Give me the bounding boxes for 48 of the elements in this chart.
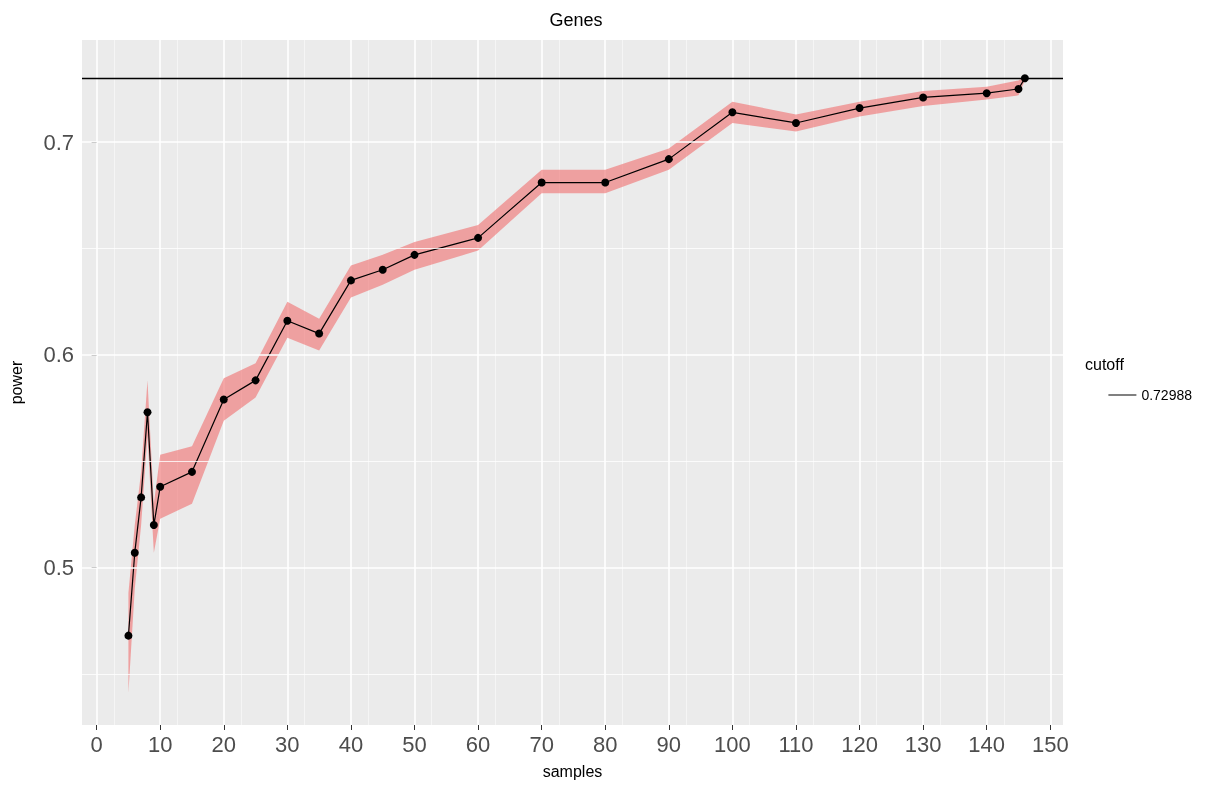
x-tick-label: 120 xyxy=(841,731,878,757)
point xyxy=(791,118,800,127)
x-tick-label: 130 xyxy=(904,731,942,757)
y-tick-label: 0.7 xyxy=(43,129,74,155)
point xyxy=(156,482,165,491)
x-tick-label: 30 xyxy=(275,731,300,757)
point xyxy=(346,276,355,285)
point xyxy=(137,493,146,502)
x-tick-label: 60 xyxy=(465,731,491,757)
point xyxy=(601,178,610,187)
point xyxy=(188,467,196,476)
x-tick-label: 140 xyxy=(968,731,1006,757)
x-tick-label: 20 xyxy=(211,731,237,757)
point xyxy=(149,521,158,530)
point xyxy=(283,316,292,325)
point xyxy=(130,548,139,557)
legend-label: 0.72988 xyxy=(1141,387,1193,403)
point xyxy=(474,233,483,242)
point xyxy=(315,329,324,338)
point xyxy=(378,265,387,274)
x-tick-label: 70 xyxy=(529,731,554,757)
chart-title: Genes xyxy=(549,10,603,30)
x-tick-label: 10 xyxy=(147,731,173,757)
point xyxy=(664,155,673,164)
x-tick-label: 90 xyxy=(656,731,682,757)
y-tick-label: 0.6 xyxy=(43,342,74,368)
x-tick-label: 80 xyxy=(593,731,618,757)
point xyxy=(143,408,152,417)
point xyxy=(219,395,228,404)
point xyxy=(410,250,419,259)
point xyxy=(124,631,133,640)
x-tick-label: 110 xyxy=(778,731,814,757)
point xyxy=(537,178,546,187)
y-axis-title: power xyxy=(7,360,25,405)
point xyxy=(1014,84,1023,93)
x-axis-title: samples xyxy=(542,762,603,780)
point xyxy=(728,108,737,117)
point xyxy=(982,89,991,98)
point xyxy=(855,104,864,113)
legend-title: cutoff xyxy=(1085,355,1125,373)
x-tick-label: 100 xyxy=(714,731,751,757)
point xyxy=(251,376,260,385)
x-tick-label: 150 xyxy=(1031,731,1069,757)
x-tick-label: 0 xyxy=(90,731,103,757)
x-tick-label: 40 xyxy=(338,731,364,757)
point xyxy=(919,93,928,102)
x-tick-label: 50 xyxy=(402,731,427,757)
y-tick-label: 0.5 xyxy=(43,555,74,581)
